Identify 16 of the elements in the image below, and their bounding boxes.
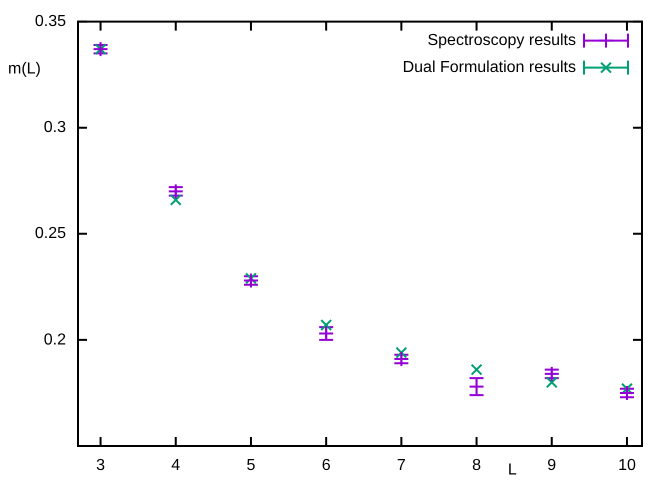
x-tick-label: 4 [171,457,180,474]
y-tick-label: 0.25 [34,225,66,242]
x-tick-label: 7 [396,457,406,474]
x-tick-label: 9 [547,457,556,474]
x-tick-label: 3 [96,457,106,474]
y-axis-title: m(L) [8,60,41,78]
x-tick-label: 10 [618,457,636,474]
y-tick-label: 0.35 [34,13,66,30]
x-axis-title: L [508,461,517,478]
legend-label: Spectroscopy results [427,32,576,50]
y-tick-label: 0.2 [44,331,66,348]
x-tick-label: 5 [246,457,256,474]
legend-label: Dual Formulation results [402,59,576,76]
y-tick-label: 0.3 [44,119,66,136]
x-tick-label: 8 [472,457,482,474]
x-tick-label: 6 [322,457,331,474]
